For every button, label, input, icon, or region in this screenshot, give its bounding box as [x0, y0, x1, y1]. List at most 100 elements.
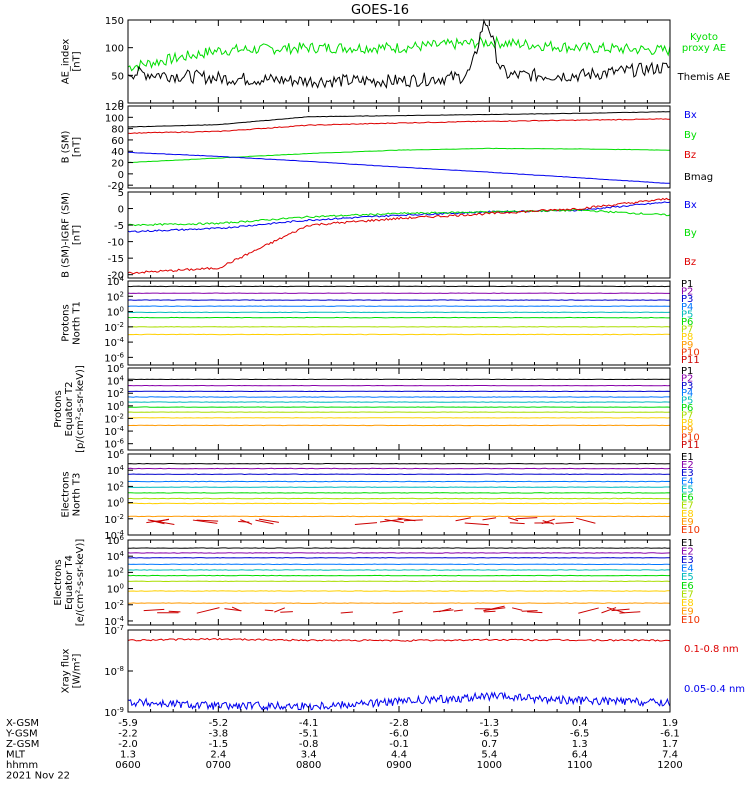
- ae-series-themis: [127, 18, 671, 89]
- sparse-channel-segment: [146, 519, 170, 524]
- x-table-value: -2.2: [118, 729, 138, 740]
- x-table-value: -6.5: [570, 729, 590, 740]
- panel-frame: [127, 191, 671, 279]
- y-tick-label: 100: [105, 113, 124, 124]
- b-series: [127, 118, 671, 135]
- legend-entry: Bmag: [684, 172, 713, 183]
- sparse-channel-segment: [340, 611, 353, 614]
- legend-entry: By: [684, 130, 697, 141]
- x-table-value: 1200: [657, 760, 682, 771]
- sparse-channel-segment: [482, 517, 497, 521]
- x-table-value: 0800: [296, 760, 321, 771]
- y-tick-label: 150: [105, 16, 124, 27]
- x-table-value: 0700: [206, 760, 231, 771]
- channel-series: [127, 497, 670, 500]
- x-table-value: -5.1: [299, 729, 319, 740]
- legend-channel: P11: [681, 355, 700, 366]
- y-tick-label: 104: [107, 550, 125, 563]
- y-tick-label: 20: [111, 159, 124, 170]
- legend-channel: P7: [681, 325, 693, 336]
- sparse-channel-segment: [392, 610, 403, 614]
- x-table-value: -1.3: [480, 718, 500, 729]
- x-table-row-label: MLT: [6, 750, 26, 761]
- y-axis-label-line: Electrons: [53, 559, 64, 605]
- legend-entry: 0.05-0.4 nm: [684, 684, 745, 695]
- sparse-channel-segment: [274, 607, 285, 613]
- y-tick-label: 5: [118, 188, 124, 199]
- sparse-channel-segment: [575, 517, 596, 524]
- y-tick-label: 80: [111, 125, 124, 136]
- panel-frame: [127, 367, 671, 451]
- y-tick-label: 10-4: [104, 336, 124, 349]
- x-table-value: 6.4: [572, 750, 588, 761]
- sparse-channel-segment: [143, 608, 165, 612]
- y-tick-label: 10-2: [104, 321, 124, 334]
- y-tick-label: 60: [111, 136, 124, 147]
- y-axis-label-line: AE_index: [61, 39, 72, 85]
- legend-entry: Themis AE: [677, 72, 731, 83]
- y-tick-label: 100: [107, 497, 124, 510]
- plot-title: GOES-16: [351, 3, 409, 18]
- sparse-channel-segment: [601, 607, 617, 614]
- legend-channel: E9: [681, 606, 694, 617]
- y-axis-label-line: Electrons: [61, 471, 72, 517]
- legend-channel: E5: [681, 484, 694, 495]
- legend-channel: E5: [681, 572, 694, 583]
- legend-channel: P5: [681, 309, 693, 320]
- sparse-channel-segment: [403, 519, 423, 522]
- sparse-channel-segment: [224, 608, 242, 612]
- y-tick-label: 102: [107, 387, 124, 400]
- sparse-channel-segment: [264, 609, 274, 612]
- legend-channel: P3: [681, 381, 693, 392]
- y-tick-label: 10-2: [104, 412, 124, 425]
- y-tick-label: -10: [108, 238, 124, 249]
- x-table-date: 2021 Nov 22: [6, 771, 70, 782]
- legend-channel: E10: [681, 615, 700, 626]
- x-table-row-label: hhmm: [6, 760, 38, 771]
- x-table-value: -2.0: [118, 739, 138, 750]
- legend-entry: 0.1-0.8 nm: [684, 644, 739, 655]
- x-table-value: -3.8: [209, 729, 229, 740]
- panel-b-minus-igrf: -20 -15 -10 -5 0 5 Bx By Bz: [108, 188, 697, 282]
- y-tick-label: 104: [107, 375, 125, 388]
- x-table-value: 0900: [386, 760, 411, 771]
- legend-channel: P1: [681, 279, 693, 290]
- legend-channel: E8: [681, 509, 694, 520]
- y-tick-label: 0: [118, 205, 124, 216]
- y-tick-label: -20: [108, 271, 124, 282]
- x-table-value: 1000: [477, 760, 502, 771]
- b-igrf-series: [127, 208, 671, 227]
- x-table-value: 0.7: [481, 739, 497, 750]
- x-table-value: -2.8: [389, 718, 409, 729]
- y-axis-label: AE_index [nT]: [61, 39, 83, 85]
- channel-series: [127, 462, 670, 465]
- sparse-channel-segment: [521, 610, 538, 612]
- legend-entry: Bx: [684, 200, 697, 211]
- sparse-channel-segment: [455, 517, 471, 522]
- x-table-value: 7.4: [662, 750, 678, 761]
- b-igrf-series: [127, 201, 671, 233]
- sparse-channel-segment: [515, 517, 538, 520]
- legend-channel: E2: [681, 547, 694, 558]
- channel-series: [127, 569, 671, 571]
- legend-channel: P10: [681, 433, 700, 444]
- y-tick-label: -20: [108, 181, 124, 192]
- sparse-channel-segment: [379, 518, 403, 523]
- legend-entry: Bz: [684, 257, 696, 268]
- legend-channel: P1: [681, 366, 693, 377]
- sparse-channel-segment: [438, 607, 452, 613]
- sparse-channel-segment: [542, 520, 555, 525]
- b-series: [127, 151, 670, 184]
- channel-series: [127, 473, 670, 476]
- channel-series: [127, 467, 671, 470]
- legend-channel: E1: [681, 452, 694, 463]
- y-tick-label: 102: [107, 290, 124, 303]
- sparse-channel-segment: [541, 518, 555, 525]
- sparse-channel-segment: [196, 607, 220, 614]
- sparse-channel-segment: [555, 521, 574, 524]
- y-axis-label-line: B (SM): [61, 130, 72, 163]
- sparse-channel-segment: [354, 522, 378, 525]
